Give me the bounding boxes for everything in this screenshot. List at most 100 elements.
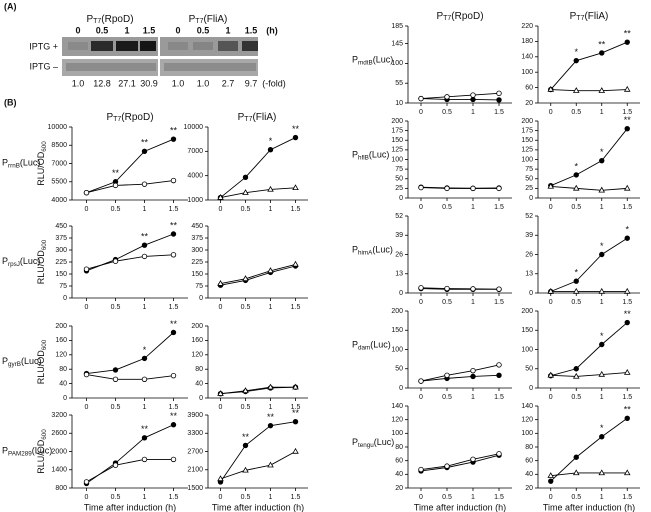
y-tick-label: 1000 [187, 197, 203, 204]
y-tick-label: 150 [521, 327, 533, 334]
y-tick-label: 7000 [51, 160, 67, 167]
row-label-part: PAM289 [8, 450, 32, 457]
marker [573, 278, 579, 284]
series-line [86, 254, 174, 270]
marker [470, 92, 476, 98]
column-header-part: T7 [113, 116, 121, 123]
y-tick-label: 200 [191, 323, 203, 330]
y-axis-label-part: 600 [41, 339, 48, 350]
row-label-part: P [2, 158, 8, 168]
panel-label: (A) [4, 1, 17, 11]
marker [141, 242, 148, 248]
band [68, 42, 88, 50]
y-tick-label: 60 [395, 458, 403, 465]
marker [141, 181, 148, 187]
marker [267, 461, 274, 468]
y-tick-label: 80 [59, 366, 67, 373]
y-tick-label: 0 [199, 395, 203, 402]
series-line [550, 237, 628, 292]
significance: ** [170, 319, 178, 329]
marker [624, 235, 630, 241]
row-label: PhflB(Luc) [352, 150, 389, 161]
series-line [420, 98, 500, 101]
row-label-part: P [2, 256, 8, 266]
y-tick-label: 75 [395, 166, 403, 173]
y-tick-label: 20 [525, 485, 533, 492]
significance: * [600, 147, 604, 157]
column-header-part: P [86, 14, 93, 25]
marker [267, 422, 274, 429]
y-tick-label: 160 [191, 337, 203, 344]
marker [572, 469, 580, 476]
significance: * [574, 268, 578, 278]
marker [267, 267, 274, 273]
fold-value: 30.9 [140, 78, 158, 88]
series-line [220, 451, 296, 480]
y-tick-label: 800 [55, 485, 67, 492]
time-label: 0 [175, 25, 180, 35]
significance: ** [170, 411, 178, 421]
x-tick-label: 0 [219, 304, 223, 311]
marker [242, 174, 249, 180]
marker [418, 285, 424, 291]
x-tick-label: 0.5 [111, 206, 121, 213]
x-tick-label: 1 [269, 494, 273, 501]
x-tick-label: 1 [143, 494, 147, 501]
marker [141, 456, 148, 463]
y-tick-label: 40 [525, 471, 533, 478]
y-tick-label: 100 [521, 69, 533, 76]
x-tick-label: 0 [419, 204, 423, 211]
y-tick-label: 300 [191, 247, 203, 254]
significance: ** [624, 115, 632, 125]
row-label: PhimA(Luc) [352, 245, 393, 256]
fold-value: 12.8 [93, 78, 111, 88]
y-tick-label: 120 [391, 417, 403, 424]
marker [418, 95, 424, 102]
marker [141, 376, 148, 382]
marker [496, 286, 502, 292]
row-label-part: (Luc) [20, 158, 41, 168]
column-header: PT7(FliA) [238, 112, 277, 123]
marker [83, 189, 90, 196]
y-tick-label: 52 [395, 213, 403, 220]
x-tick-label: 0 [419, 299, 423, 306]
y-tick-label: 100 [521, 430, 533, 437]
column-header-part: T7 [576, 15, 584, 22]
marker [217, 390, 224, 396]
y-tick-label: 52 [525, 213, 533, 220]
y-axis-label-part: RLU/OD [36, 350, 46, 385]
marker [573, 366, 579, 372]
column-header: PT7(FliA) [189, 14, 228, 25]
y-tick-label: 140 [391, 403, 403, 410]
marker [444, 94, 450, 100]
series-line [420, 374, 500, 382]
y-tick-label: 220 [521, 23, 533, 30]
column-header-part: P [570, 11, 577, 22]
column-header-part: T7 [93, 18, 101, 25]
marker [83, 371, 90, 378]
fold-value: 9.7 [245, 78, 258, 88]
x-tick-label: 1.5 [494, 204, 504, 211]
x-tick-label: 1.5 [494, 494, 504, 501]
marker [624, 319, 630, 326]
significance: ** [624, 29, 632, 39]
y-tick-label: 80 [395, 444, 403, 451]
marker [112, 367, 119, 373]
marker [599, 157, 605, 164]
series-line [420, 364, 500, 382]
marker [598, 469, 606, 476]
y-tick-label: 20 [525, 100, 533, 107]
y-tick-label: 375 [55, 235, 67, 242]
x-tick-label: 1.5 [622, 109, 632, 116]
marker [572, 372, 580, 379]
marker [470, 367, 476, 374]
column-header-part: (FliA) [252, 112, 276, 123]
x-tick-label: 0 [219, 206, 223, 213]
marker [624, 125, 630, 132]
time-label: 1.5 [245, 25, 258, 35]
x-tick-label: 0 [549, 204, 553, 211]
fold-unit: (-fold) [262, 78, 286, 88]
y-tick-label: 145 [391, 40, 403, 47]
row-label: PPAM289(Luc) [2, 446, 52, 457]
row-label-part: (Luc) [21, 356, 42, 366]
